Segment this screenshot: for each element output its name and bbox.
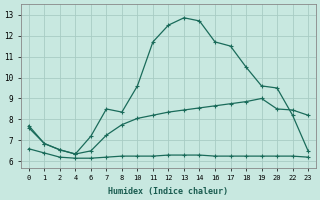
X-axis label: Humidex (Indice chaleur): Humidex (Indice chaleur) <box>108 187 228 196</box>
